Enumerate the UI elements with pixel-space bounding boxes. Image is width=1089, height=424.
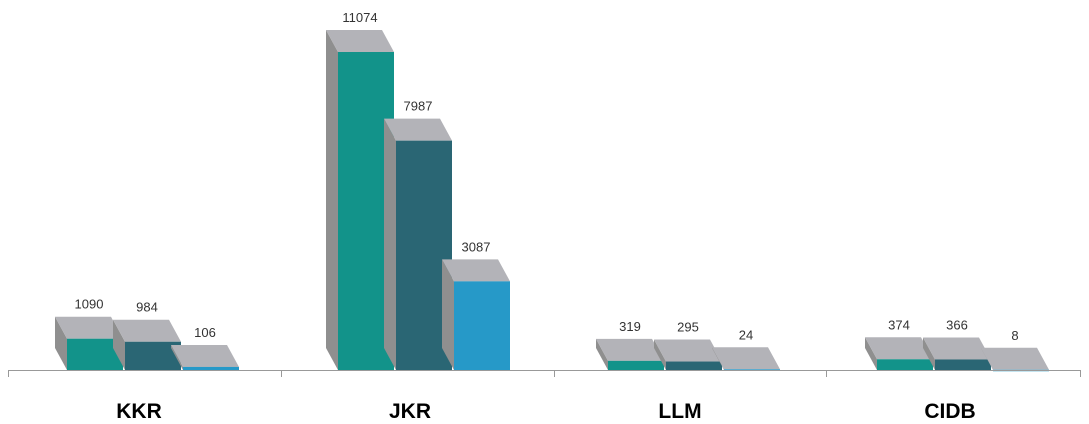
bar-front [935, 359, 991, 370]
bar-top [442, 259, 510, 282]
bar-top [384, 118, 452, 141]
bar-side [981, 347, 993, 370]
bar-side [384, 118, 396, 370]
bar-kkr-2 [113, 319, 181, 370]
bar-side [442, 259, 454, 370]
bar-top [55, 316, 123, 339]
bar-front [454, 281, 510, 370]
bar-cidb-3 [981, 347, 1049, 372]
bar-llm-2 [654, 339, 722, 370]
bar-front [666, 361, 722, 370]
value-label: 1090 [75, 297, 104, 312]
bar-cidb-1 [865, 337, 933, 370]
bar-llm-1 [596, 338, 664, 370]
bar-side [923, 337, 935, 370]
bar-cidb-2 [923, 337, 991, 370]
bar-top [113, 319, 181, 342]
value-label: 8 [1011, 328, 1018, 343]
bar-jkr-2 [384, 118, 452, 370]
value-label: 7987 [404, 99, 433, 114]
bar-side [865, 337, 877, 370]
value-label: 366 [946, 317, 968, 332]
value-label: 3087 [462, 239, 491, 254]
bar-front [877, 359, 933, 370]
bar-front [183, 366, 239, 370]
bar-top [171, 344, 239, 367]
bar-kkr-1 [55, 316, 123, 370]
bar-side [113, 319, 125, 370]
bar-top [596, 338, 664, 361]
category-label-cidb: CIDB [924, 400, 975, 423]
bar-side [596, 338, 608, 370]
bar-top [326, 30, 394, 52]
x-axis [8, 370, 1081, 377]
category-labels: KKR JKR LLM CIDB [116, 400, 975, 423]
value-label: 24 [739, 327, 753, 342]
category-label-jkr: JKR [389, 400, 431, 423]
value-label: 11074 [342, 10, 377, 25]
bar-side [326, 30, 338, 370]
bar-jkr-3 [442, 259, 510, 370]
value-labels: 1090 984 106 11074 7987 3087 319 295 24 374 366 8 [75, 10, 1019, 343]
value-label: 106 [194, 325, 216, 340]
category-label-kkr: KKR [116, 400, 162, 423]
value-label: 984 [136, 300, 158, 315]
category-label-llm: LLM [658, 400, 701, 423]
bar-side [171, 344, 183, 370]
bar-front [608, 360, 664, 370]
bar-top [654, 339, 722, 362]
bar-llm-3 [712, 347, 780, 371]
bar-top [923, 337, 991, 360]
value-label: 374 [888, 317, 910, 332]
bar-side [654, 339, 666, 370]
bar-top [865, 337, 933, 360]
bars-layer [55, 30, 1049, 372]
bar-top [981, 347, 1049, 370]
bar-kkr-3 [171, 344, 239, 370]
value-label: 319 [619, 319, 641, 334]
bar-jkr-1 [326, 30, 394, 370]
value-label: 295 [677, 320, 699, 335]
bar-top [712, 347, 780, 370]
bar-side [712, 347, 724, 370]
bar-side [55, 316, 67, 370]
